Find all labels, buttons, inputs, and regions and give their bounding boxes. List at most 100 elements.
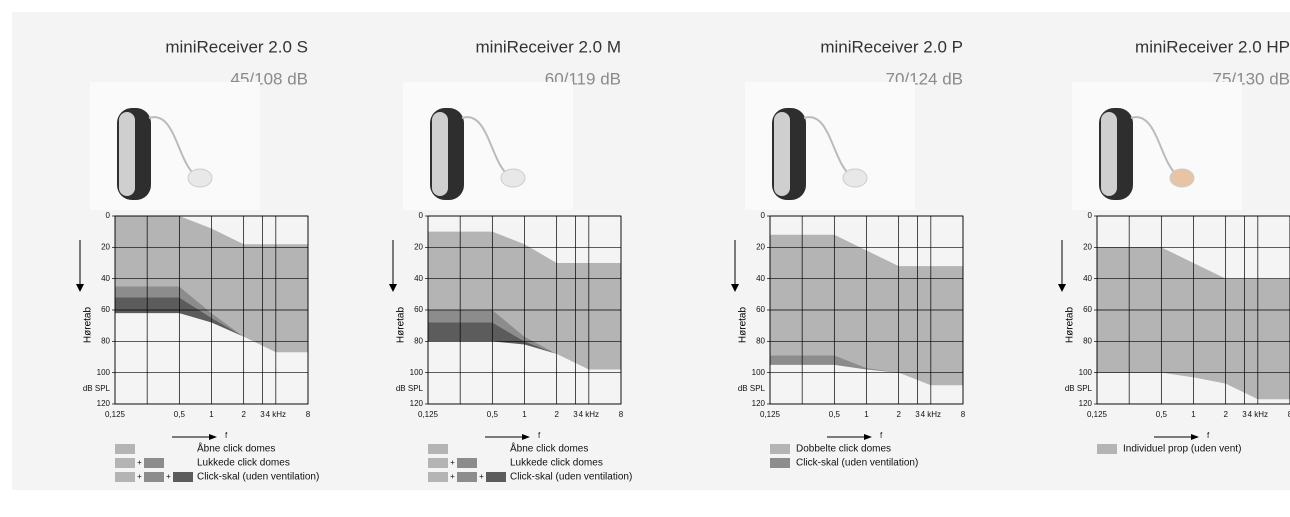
y-tick-label: 80 [414,336,423,345]
legend-swatch [428,444,448,454]
x-tick-label: 4 kHz [266,410,286,419]
photo-background [1072,82,1242,210]
plot-frame [114,215,309,405]
device-dome [187,168,213,188]
legend-separator: + [479,472,484,481]
photo-background [745,82,915,210]
y-tick-label: 40 [414,274,423,283]
device-face [774,112,790,196]
x-tick-label: 1 [209,410,214,419]
x-tick-label: 0,5 [487,410,499,419]
x-tick-label: 0,5 [829,410,841,419]
plot-frame [427,215,622,405]
y-axis-label: Høretab [1065,307,1076,344]
x-tick-label: 3 [260,410,265,419]
y-unit: dB SPL [396,384,424,393]
x-axis-label: f [1207,431,1210,440]
legend-swatch [115,472,135,482]
device-dome [842,168,868,188]
y-tick-label: 20 [1083,242,1092,251]
y-tick-label: 20 [414,242,423,251]
x-tick-label: 3 [573,410,578,419]
legend-label: Lukkede click domes [197,458,290,469]
device-face [432,112,448,196]
device-wire [148,116,196,176]
y-axis-label: Høretab [83,307,94,344]
product-photo [403,82,573,210]
y-unit: dB SPL [83,384,111,393]
legend-swatch [115,458,135,468]
x-arrow-head [1191,434,1199,440]
y-tick-label: 60 [101,305,110,314]
x-tick-label: 1 [1191,410,1196,419]
product-title: miniReceiver 2.0 P [820,37,963,56]
x-arrow-head [209,434,217,440]
x-arrow-head [864,434,872,440]
x-tick-label: 0,5 [1156,410,1168,419]
y-tick-label: 80 [1083,336,1092,345]
legend-separator: + [137,472,142,481]
y-tick-label: 100 [752,368,766,377]
plot-frame [1096,215,1290,405]
y-tick-label: 60 [756,305,765,314]
y-arrow-head [389,284,397,292]
y-tick-label: 0 [761,211,766,220]
x-tick-label: 1 [522,410,527,419]
x-tick-label: 2 [1223,410,1228,419]
photo-background [403,82,573,210]
legend-label: Lukkede click domes [510,458,603,469]
legend-swatch [486,472,506,482]
y-tick-label: 20 [101,242,110,251]
legend-swatch [428,458,448,468]
product-photo [745,82,915,210]
y-tick-label: 40 [101,274,110,283]
y-tick-label: 100 [410,368,424,377]
y-tick-label: 100 [97,368,111,377]
y-axis-label: Høretab [738,307,749,344]
device-wire [803,116,851,176]
legend-swatch [115,444,135,454]
x-tick-label: 0,125 [105,410,126,419]
y-tick-label: 40 [756,274,765,283]
legend-label: Click-skal (uden ventilation) [796,458,918,469]
y-tick-label: 60 [1083,305,1092,314]
legend-separator: + [166,472,171,481]
y-tick-label: 0 [1088,211,1093,220]
legend-separator: + [450,458,455,467]
y-tick-label: 20 [756,242,765,251]
legend-swatch [770,444,790,454]
legend-label: Click-skal (uden ventilation) [510,472,632,483]
x-tick-label: 0,125 [418,410,439,419]
legend-separator: + [450,472,455,481]
legend-swatch [770,458,790,468]
y-tick-label: 120 [1079,399,1093,408]
x-tick-label: 4 kHz [579,410,599,419]
device-dome [1169,168,1195,188]
legend-label: Åbne click domes [197,442,275,455]
product-photo [90,82,260,210]
x-tick-label: 8 [1288,410,1290,419]
x-tick-label: 8 [306,410,311,419]
legend-swatch [1097,444,1117,454]
device-face [119,112,135,196]
y-axis-label: Høretab [396,307,407,344]
device-wire [461,116,509,176]
x-tick-label: 8 [961,410,966,419]
x-tick-label: 3 [915,410,920,419]
y-tick-label: 40 [1083,274,1092,283]
y-tick-label: 0 [106,211,111,220]
legend-swatch [428,472,448,482]
y-unit: dB SPL [738,384,766,393]
legend-label: Dobbelte click domes [796,444,891,455]
y-tick-label: 60 [414,305,423,314]
x-tick-label: 2 [241,410,246,419]
legend-swatch [144,472,164,482]
x-arrow-head [522,434,530,440]
device-face [1101,112,1117,196]
legend-label: Åbne click domes [510,442,588,455]
y-tick-label: 80 [101,336,110,345]
plot-frame [769,215,964,405]
x-axis-label: f [538,431,541,440]
